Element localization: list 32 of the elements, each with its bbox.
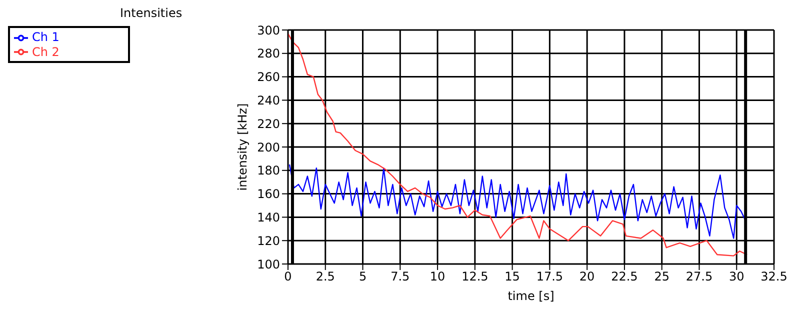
x-tick-label: 30 [728, 270, 744, 284]
y-tick-label: 280 [257, 46, 280, 61]
x-tick-label: 2.5 [316, 270, 335, 284]
y-tick-label: 200 [257, 140, 280, 154]
x-tick-label: 5 [358, 270, 367, 284]
x-tick-label: 27.5 [686, 270, 713, 284]
x-tick-label: 15 [504, 270, 520, 284]
x-tick-label: 22.5 [611, 270, 638, 284]
x-axis-title: time [s] [508, 289, 554, 303]
y-tick-label: 140 [257, 210, 280, 224]
legend-label: Ch 2 [32, 44, 60, 59]
x-tick-label: 10 [430, 270, 446, 284]
y-tick-label: 260 [257, 70, 280, 84]
line-series [288, 32, 748, 256]
x-tick-label: 25 [654, 270, 670, 284]
x-tick-label: 12.5 [462, 270, 488, 284]
y-tick-label: 120 [257, 234, 280, 248]
y-tick-label: 300 [257, 23, 280, 38]
x-tick-label: 32.5 [760, 270, 788, 284]
text: Intensities [120, 6, 182, 20]
y-tick-label: 240 [257, 93, 280, 108]
y-tick-label: 100 [257, 257, 280, 272]
line-series [288, 164, 746, 239]
x-tick-label: 17.5 [536, 270, 564, 284]
y-axis-title: intensity [kHz] [235, 103, 250, 191]
y-tick-label: 220 [257, 116, 280, 131]
x-tick-label: 20 [579, 270, 595, 284]
y-tick-label: 160 [257, 187, 280, 202]
x-tick-label: 7.5 [390, 270, 410, 284]
x-tick-label: 0 [284, 270, 292, 284]
y-tick-label: 180 [257, 164, 280, 178]
legend-label: Ch 1 [32, 30, 60, 44]
